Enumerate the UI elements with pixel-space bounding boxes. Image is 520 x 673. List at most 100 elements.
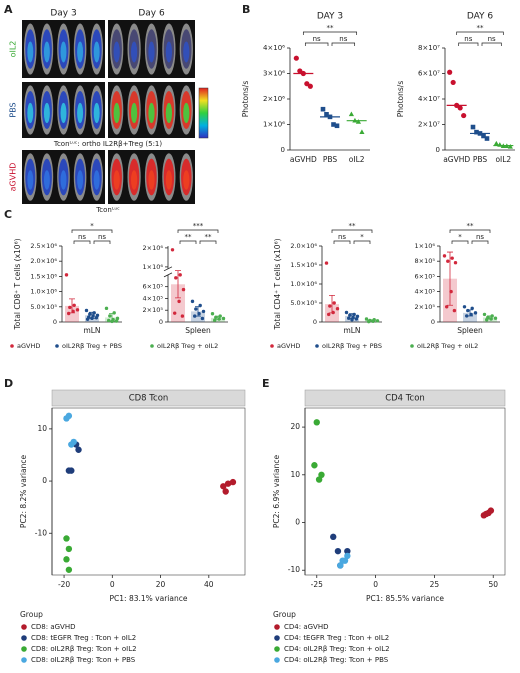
- y-tick-label: 4×10⁵: [415, 288, 436, 296]
- y-tick-label: 2.5×10⁶: [30, 242, 57, 250]
- point: [453, 261, 458, 265]
- legend-marker: [274, 624, 280, 630]
- point: [181, 287, 186, 292]
- y-tick-label: 5.0×10⁵: [290, 299, 317, 307]
- legend-label: oIL2Rβ Treg + oIL2: [417, 342, 478, 350]
- point: [65, 545, 73, 553]
- signal-core: [43, 102, 50, 124]
- point: [352, 312, 356, 317]
- point: [500, 143, 506, 148]
- point: [92, 311, 96, 315]
- panel-letter: C: [4, 208, 12, 221]
- point: [477, 131, 483, 136]
- point: [63, 535, 70, 542]
- legend-label: CD4: tEGFR Treg : Tcon + oIL2: [284, 634, 389, 642]
- point: [72, 303, 76, 307]
- signal-core: [113, 170, 120, 190]
- significance-label: ns: [476, 233, 484, 241]
- y-tick-label: 2.0×10⁶: [290, 242, 317, 250]
- point: [201, 309, 206, 314]
- point: [108, 314, 112, 318]
- signal-core: [130, 170, 138, 190]
- x-tick-label: mLN: [343, 326, 360, 335]
- significance-label: **: [205, 233, 213, 241]
- panel-letter: B: [242, 3, 250, 16]
- significance-bracket: [456, 31, 504, 35]
- point: [450, 79, 456, 86]
- point: [442, 254, 447, 258]
- significance-label: **: [349, 222, 357, 230]
- point: [173, 311, 177, 315]
- signal-core: [165, 170, 173, 190]
- x-tick-label: 50: [488, 580, 498, 589]
- point: [328, 304, 332, 308]
- legend-label: CD4: oIL2Rβ Treg: Tcon + oIL2: [284, 645, 390, 653]
- y-tick-label: 2×10⁶: [143, 244, 164, 252]
- signal-core: [60, 170, 67, 190]
- point: [355, 314, 360, 318]
- significance-label: ns: [338, 233, 346, 241]
- point: [210, 312, 215, 316]
- x-axis-label: PC1: 85.5% variance: [366, 594, 444, 603]
- point: [68, 305, 72, 310]
- legend-marker: [21, 646, 27, 652]
- point: [193, 314, 197, 318]
- signal-core: [183, 102, 190, 124]
- point: [324, 261, 329, 265]
- signal-core: [43, 41, 50, 63]
- signal-core: [165, 102, 173, 124]
- y-tick-label: 0: [159, 318, 163, 326]
- signal-core: [130, 41, 138, 63]
- y-tick-label: 4×10⁵: [143, 294, 164, 302]
- point: [446, 259, 450, 263]
- legend-label: oIL2Rβ Treg + PBS: [322, 342, 382, 350]
- point: [65, 566, 73, 573]
- point: [75, 446, 82, 453]
- panel-letter: E: [262, 377, 270, 390]
- significance-label: ns: [339, 35, 347, 43]
- significance-bracket: [481, 42, 502, 46]
- point: [213, 318, 217, 322]
- point: [359, 129, 365, 134]
- y-tick-label: 4×10⁷: [418, 95, 440, 103]
- x-tick-label: 0: [373, 580, 378, 589]
- point: [174, 276, 178, 280]
- significance-label: ns: [313, 35, 321, 43]
- x-tick-label: 0: [110, 580, 115, 589]
- signal-core: [148, 41, 155, 63]
- column-label: Day 6: [138, 9, 165, 19]
- panel-letter: A: [4, 3, 13, 16]
- signal-core: [77, 170, 84, 190]
- point: [337, 562, 344, 569]
- x-tick-label: aGVHD: [290, 155, 317, 164]
- signal-core: [113, 102, 120, 124]
- panel-letter: D: [4, 377, 13, 390]
- y-tick-label: 10: [37, 424, 47, 433]
- point: [367, 319, 371, 324]
- point: [94, 316, 99, 320]
- point: [311, 462, 318, 469]
- significance-bracket: [451, 240, 469, 244]
- signal-core: [93, 102, 100, 124]
- legend-marker: [150, 344, 154, 348]
- point: [344, 547, 351, 555]
- point: [198, 303, 202, 308]
- y-tick-label: 1.0×10⁶: [290, 280, 317, 288]
- point: [489, 317, 493, 321]
- signal-core: [27, 170, 34, 190]
- point: [364, 317, 369, 321]
- break-mark: [163, 272, 173, 278]
- point: [450, 256, 454, 260]
- y-tick-label: 0: [53, 318, 57, 326]
- point: [331, 122, 336, 127]
- point: [318, 471, 325, 478]
- row-label: PBS: [9, 102, 18, 117]
- row-label: aGVHD: [9, 163, 18, 192]
- point: [327, 114, 333, 120]
- point: [331, 310, 335, 315]
- significance-bracket: [179, 240, 197, 244]
- bar: [191, 311, 205, 322]
- point: [330, 533, 337, 541]
- point: [112, 311, 116, 315]
- legend-label: oIL2Rβ Treg + PBS: [62, 342, 122, 350]
